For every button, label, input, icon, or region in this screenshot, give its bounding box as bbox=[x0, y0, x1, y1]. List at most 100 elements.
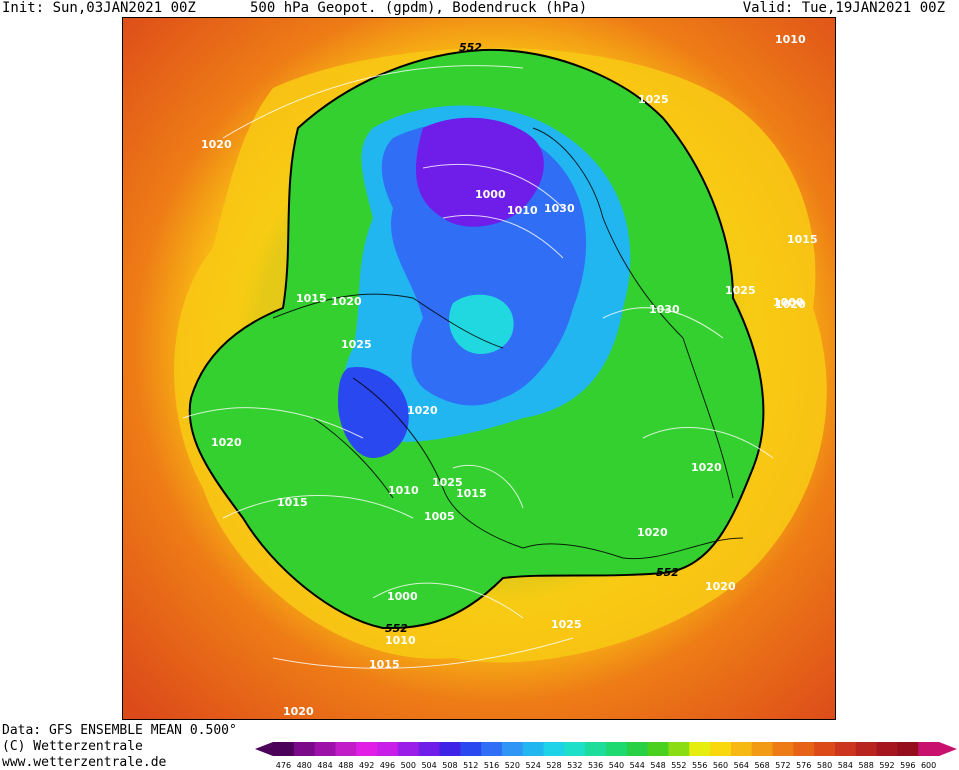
scale-label: 540 bbox=[609, 761, 624, 770]
scale-swatch bbox=[772, 742, 794, 756]
pressure-label: 1020 bbox=[283, 705, 314, 718]
scale-swatch bbox=[793, 742, 815, 756]
scale-swatch bbox=[751, 742, 773, 756]
scale-swatch bbox=[335, 742, 357, 756]
pressure-label: 1030 bbox=[544, 202, 575, 215]
scale-swatch bbox=[730, 742, 753, 756]
scale-swatch bbox=[564, 742, 586, 756]
scale-label: 492 bbox=[359, 761, 374, 770]
scale-label: 580 bbox=[817, 761, 832, 770]
valid-time: Valid: Tue,19JAN2021 00Z bbox=[742, 0, 945, 16]
pressure-labels: 1010 1020 1015 1020 1015 1020 1025 1020 … bbox=[201, 33, 818, 718]
scale-swatch bbox=[356, 742, 378, 756]
scale-label: 488 bbox=[338, 761, 353, 770]
pressure-label: 1020 bbox=[201, 138, 232, 151]
chart-title: 500 hPa Geopot. (gpdm), Bodendruck (hPa) bbox=[250, 0, 588, 16]
contour-label-552-bottom: 552 bbox=[385, 622, 408, 635]
isobars bbox=[182, 65, 774, 669]
scale-label: 556 bbox=[692, 761, 707, 770]
color-scale: 476 480 484 488 492 496 500 504 508 512 516 520 524 5… bbox=[255, 742, 957, 770]
scale-swatch bbox=[377, 742, 399, 756]
pressure-label: 1020 bbox=[331, 295, 362, 308]
scale-swatch bbox=[626, 742, 649, 756]
scale-label: 528 bbox=[546, 761, 561, 770]
contour-label-552-right: 552 bbox=[656, 566, 679, 579]
pole-cyan-core bbox=[449, 294, 514, 354]
pressure-label: 1005 bbox=[424, 510, 455, 523]
scale-label: 484 bbox=[317, 761, 332, 770]
scale-label: 572 bbox=[775, 761, 790, 770]
scale-label: 600 bbox=[921, 761, 936, 770]
pressure-label: 1010 bbox=[775, 33, 806, 46]
scale-swatch bbox=[501, 742, 524, 756]
pressure-label: 1020 bbox=[775, 298, 806, 311]
scale-swatch bbox=[418, 742, 440, 756]
scale-swatch bbox=[876, 742, 898, 756]
scale-swatch bbox=[273, 742, 295, 756]
init-time: Init: Sun,03JAN2021 00Z bbox=[2, 0, 196, 16]
scale-swatch bbox=[293, 742, 316, 756]
pressure-label: 1030 bbox=[649, 303, 680, 316]
scale-label: 508 bbox=[442, 761, 457, 770]
pressure-label: 1015 bbox=[296, 292, 327, 305]
scale-swatch bbox=[543, 742, 565, 756]
scale-label: 568 bbox=[754, 761, 769, 770]
scale-swatch bbox=[397, 742, 420, 756]
pressure-label: 1000 bbox=[475, 188, 506, 201]
copyright: (C) Wetterzentrale bbox=[2, 739, 143, 754]
scale-label: 532 bbox=[567, 761, 582, 770]
pressure-label: 1025 bbox=[341, 338, 372, 351]
pressure-label: 1015 bbox=[277, 496, 308, 509]
pressure-label: 1020 bbox=[691, 461, 722, 474]
pressure-label: 1025 bbox=[432, 476, 463, 489]
pressure-label: 1025 bbox=[725, 284, 756, 297]
canada-low bbox=[338, 367, 409, 458]
scale-label: 544 bbox=[630, 761, 645, 770]
scale-label: 512 bbox=[463, 761, 478, 770]
pressure-label: 1020 bbox=[407, 404, 438, 417]
scale-label: 548 bbox=[650, 761, 665, 770]
scale-label: 596 bbox=[900, 761, 915, 770]
geopotential-map: 552 552 552 1010 1020 1015 1020 1015 102… bbox=[122, 17, 836, 720]
scale-swatch bbox=[460, 742, 482, 756]
pressure-label: 1025 bbox=[551, 618, 582, 631]
scale-label: 588 bbox=[859, 761, 874, 770]
scale-swatch bbox=[918, 742, 940, 756]
data-source: Data: GFS ENSEMBLE MEAN 0.500° bbox=[2, 723, 237, 738]
scale-swatch bbox=[585, 742, 607, 756]
scale-swatch bbox=[522, 742, 545, 756]
pressure-label: 1020 bbox=[705, 580, 736, 593]
scale-swatch bbox=[855, 742, 878, 756]
scale-label: 560 bbox=[713, 761, 728, 770]
scale-label: 500 bbox=[401, 761, 416, 770]
scale-label: 504 bbox=[421, 761, 436, 770]
scale-label: 592 bbox=[879, 761, 894, 770]
pressure-label: 1020 bbox=[211, 436, 242, 449]
scale-swatch bbox=[814, 742, 836, 756]
scale-label: 536 bbox=[588, 761, 603, 770]
scale-swatch bbox=[689, 742, 711, 756]
pressure-label: 1010 bbox=[388, 484, 419, 497]
scale-label: 496 bbox=[380, 761, 395, 770]
scale-swatch bbox=[668, 742, 690, 756]
scale-label: 516 bbox=[484, 761, 499, 770]
pressure-label: 1025 bbox=[638, 93, 669, 106]
pressure-label: 1015 bbox=[787, 233, 818, 246]
scale-arrow-right bbox=[939, 742, 957, 756]
scale-label: 564 bbox=[734, 761, 749, 770]
pressure-label: 1015 bbox=[456, 487, 487, 500]
scale-swatch bbox=[834, 742, 857, 756]
scale-swatch bbox=[647, 742, 669, 756]
scale-label: 476 bbox=[276, 761, 291, 770]
scale-swatch bbox=[710, 742, 732, 756]
website-url: www.wetterzentrale.de bbox=[2, 755, 167, 770]
scale-label: 524 bbox=[526, 761, 541, 770]
scale-label: 552 bbox=[671, 761, 686, 770]
pressure-label: 1020 bbox=[637, 526, 668, 539]
pressure-label: 1015 bbox=[369, 658, 400, 671]
scale-swatch bbox=[481, 742, 503, 756]
scale-swatch bbox=[314, 742, 336, 756]
scale-label: 584 bbox=[838, 761, 853, 770]
pressure-label: 1000 bbox=[773, 296, 804, 309]
scale-arrow-left bbox=[255, 742, 273, 756]
